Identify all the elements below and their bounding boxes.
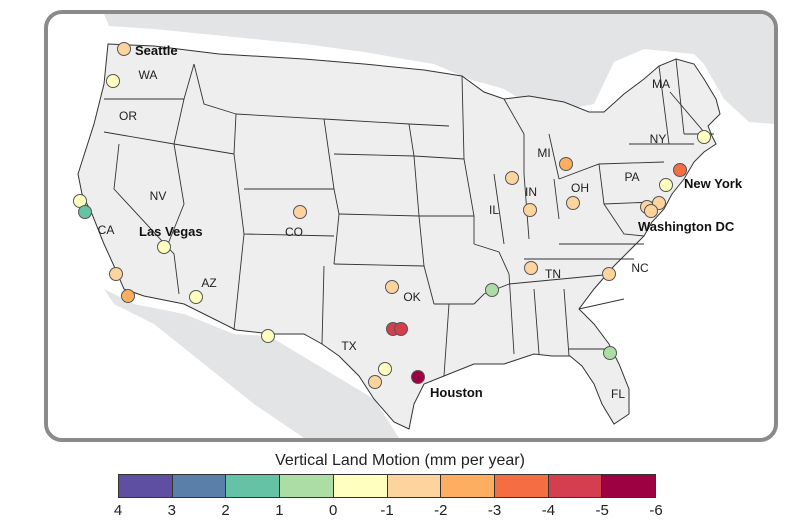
station-marker bbox=[106, 74, 120, 88]
state-label-ny: NY bbox=[650, 132, 667, 146]
legend-swatch bbox=[280, 475, 334, 497]
station-marker bbox=[378, 362, 392, 376]
legend-swatch bbox=[602, 475, 656, 497]
station-marker bbox=[385, 280, 399, 294]
legend-tick-label: -3 bbox=[487, 502, 502, 519]
station-marker bbox=[644, 204, 658, 218]
legend-tick-label: -2 bbox=[434, 502, 448, 519]
station-marker bbox=[394, 322, 408, 336]
state-label-in: IN bbox=[525, 185, 537, 199]
station-marker bbox=[117, 42, 131, 56]
station-marker bbox=[523, 203, 537, 217]
state-label-or: OR bbox=[119, 109, 137, 123]
city-label-houston: Houston bbox=[430, 385, 483, 400]
legend-title: Vertical Land Motion (mm per year) bbox=[275, 452, 525, 469]
us-map: WA OR CA NV AZ CO TX OK IL IN OH MI PA N… bbox=[48, 14, 774, 438]
legend-tick-label: -1 bbox=[380, 502, 394, 519]
station-marker bbox=[157, 240, 171, 254]
state-label-il: IL bbox=[489, 203, 499, 217]
state-label-az: AZ bbox=[201, 276, 216, 290]
state-label-tx: TX bbox=[341, 339, 356, 353]
station-marker bbox=[697, 130, 711, 144]
city-label-new-york: New York bbox=[684, 176, 743, 191]
legend-tick-label: -4 bbox=[541, 502, 556, 519]
station-marker bbox=[673, 163, 687, 177]
legend-tick-label: 3 bbox=[167, 502, 176, 519]
legend-swatch bbox=[226, 475, 281, 497]
station-marker bbox=[411, 370, 425, 384]
station-marker bbox=[659, 178, 673, 192]
state-label-co: CO bbox=[285, 225, 303, 239]
state-label-pa: PA bbox=[624, 170, 639, 184]
state-label-wa: WA bbox=[139, 68, 158, 82]
station-marker bbox=[78, 205, 92, 219]
station-marker bbox=[505, 171, 519, 185]
station-marker bbox=[121, 289, 135, 303]
station-marker bbox=[602, 267, 616, 281]
station-marker bbox=[559, 157, 573, 171]
state-borders bbox=[103, 58, 714, 377]
legend-tick-label: 2 bbox=[221, 502, 230, 519]
station-marker bbox=[524, 261, 538, 275]
state-label-ma: MA bbox=[652, 77, 670, 91]
legend-tick-label: 1 bbox=[275, 502, 284, 519]
station-marker bbox=[109, 267, 123, 281]
legend-swatch bbox=[119, 475, 173, 497]
state-label-nc: NC bbox=[631, 261, 649, 275]
station-marker bbox=[368, 375, 382, 389]
state-label-fl: FL bbox=[611, 387, 625, 401]
legend-tick-label: -6 bbox=[649, 502, 663, 519]
ma-leader-line bbox=[669, 91, 705, 133]
station-markers bbox=[73, 42, 711, 389]
legend-swatch bbox=[548, 475, 603, 497]
station-marker bbox=[603, 346, 617, 360]
legend-swatch bbox=[387, 475, 442, 497]
legend-tick-label: 4 bbox=[113, 502, 123, 519]
legend-swatch bbox=[441, 475, 495, 497]
legend-tick-label: 0 bbox=[329, 502, 338, 519]
station-marker bbox=[566, 196, 580, 210]
canada-land bbox=[48, 14, 774, 124]
legend-swatch bbox=[333, 475, 388, 497]
city-label-las-vegas: Las Vegas bbox=[139, 224, 203, 239]
map-frame: WA OR CA NV AZ CO TX OK IL IN OH MI PA N… bbox=[44, 10, 778, 442]
state-label-mi: MI bbox=[537, 146, 550, 160]
city-label-washington-dc: Washington DC bbox=[638, 219, 735, 234]
city-label-seattle: Seattle bbox=[135, 43, 178, 58]
legend-tick-label: -5 bbox=[595, 502, 609, 519]
mexico-land bbox=[104, 289, 399, 438]
legend-swatch bbox=[172, 475, 227, 497]
legend-colorbar bbox=[118, 474, 656, 498]
state-label-nv: NV bbox=[150, 189, 167, 203]
state-label-ok: OK bbox=[403, 290, 420, 304]
station-marker bbox=[293, 205, 307, 219]
station-marker bbox=[261, 329, 275, 343]
legend-swatch bbox=[494, 475, 549, 497]
state-label-tn: TN bbox=[545, 267, 561, 281]
station-marker bbox=[189, 290, 203, 304]
state-label-oh: OH bbox=[571, 181, 589, 195]
state-label-ca: CA bbox=[98, 223, 115, 237]
station-marker bbox=[485, 283, 499, 297]
